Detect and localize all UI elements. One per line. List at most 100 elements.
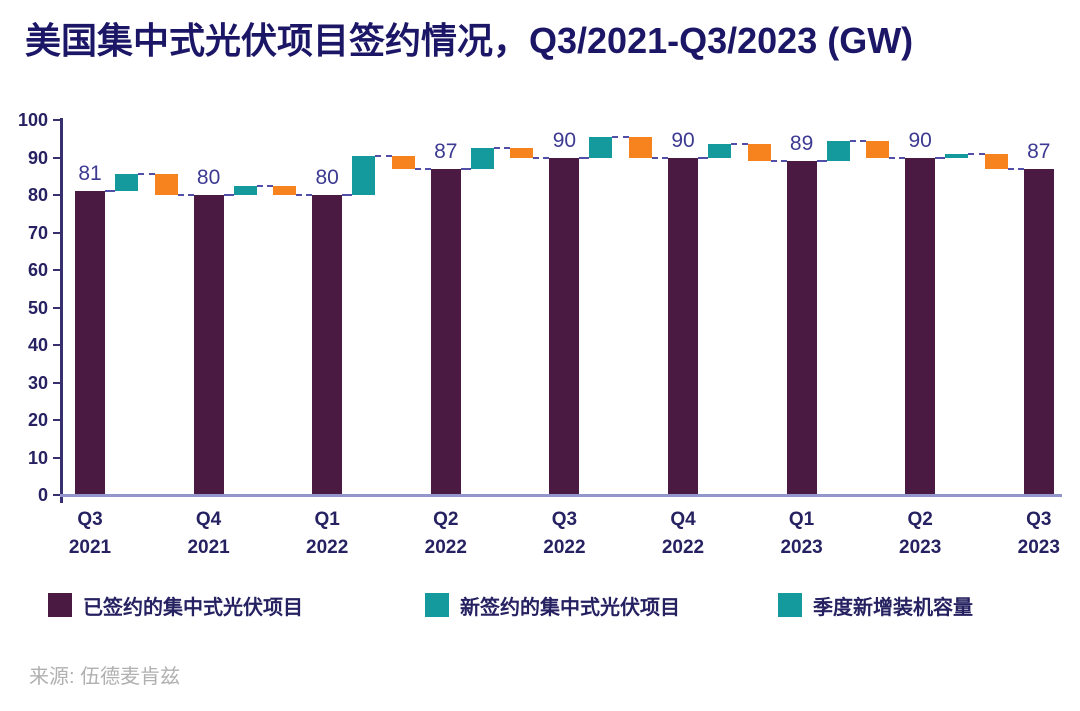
y-axis-tick [53, 231, 62, 234]
installed-capacity-bar [628, 136, 652, 158]
connector-dash [342, 194, 353, 196]
installed-capacity-bar [391, 155, 415, 169]
x-axis-label: Q2 2022 [424, 509, 467, 558]
x-axis-label: Q4 2022 [661, 509, 705, 558]
legend-swatch-installed-capacity [778, 593, 802, 617]
y-axis-tick [53, 381, 62, 384]
y-axis-tick [53, 306, 62, 309]
legend-item-installed-capacity: 季度新增装机容量 [778, 592, 973, 619]
connector-dash [138, 173, 155, 176]
bar-value-label: 87 [1027, 139, 1051, 163]
y-axis-tick [53, 119, 62, 121]
legend-label-backlog: 已签约的集中式光伏项目 [83, 596, 303, 619]
installed-capacity-bar [510, 148, 534, 158]
y-axis-label: 40 [27, 335, 48, 355]
y-axis-label: 70 [27, 222, 48, 243]
source-text: 来源: 伍德麦肯兹 [29, 666, 181, 688]
backlog-bar [905, 157, 936, 495]
legend-label-new-contracts: 新签约的集中式光伏项目 [460, 596, 680, 619]
legend: 已签约的集中式光伏项目 新签约的集中式光伏项目 季度新增装机容量 [0, 592, 1080, 620]
x-axis-label: Q2 2023 [899, 509, 942, 558]
backlog-bar [1023, 168, 1054, 495]
y-axis-label: 20 [27, 410, 48, 430]
installed-capacity-bar [273, 185, 297, 195]
backlog-bar [193, 195, 224, 495]
new-contracts-bar [115, 174, 138, 192]
y-axis-label: 10 [27, 447, 48, 468]
legend-label-installed-capacity: 季度新增装机容量 [813, 596, 973, 619]
y-axis-label: 50 [27, 297, 48, 318]
y-axis-tick [53, 269, 62, 271]
x-axis-label: Q4 2021 [187, 509, 230, 558]
legend-item-backlog: 已签约的集中式光伏项目 [48, 592, 303, 619]
bar-value-label: 89 [789, 132, 814, 156]
connector-dash [731, 143, 748, 146]
connector-dash [968, 152, 985, 155]
connector-dash [460, 167, 471, 170]
connector-dash [177, 194, 194, 196]
y-axis-label: 60 [27, 260, 48, 280]
connector-dash [414, 167, 431, 170]
y-axis-tick [53, 456, 62, 459]
y-axis-label: 90 [27, 147, 48, 168]
installed-capacity-bar [154, 174, 178, 195]
backlog-bar [668, 157, 698, 495]
y-axis-tick [53, 194, 62, 196]
bar-value-label: 90 [552, 128, 577, 152]
connector-dash [493, 147, 511, 150]
connector-dash [223, 194, 234, 196]
backlog-bar [549, 157, 580, 495]
installed-capacity-bar [747, 144, 771, 162]
backlog-bar [312, 195, 343, 495]
backlog-bar [75, 191, 105, 495]
legend-item-new-contracts: 新签约的集中式光伏项目 [425, 592, 680, 619]
connector-dash [698, 156, 708, 159]
connector-dash [1007, 167, 1024, 170]
connector-dash [375, 154, 392, 157]
y-axis-line [60, 118, 63, 503]
new-contracts-bar [589, 136, 613, 158]
bar-value-label: 81 [78, 162, 102, 186]
y-axis-label: 0 [37, 485, 48, 505]
new-contracts-bar [470, 148, 494, 169]
y-axis-label: 100 [17, 110, 48, 130]
connector-dash [889, 156, 906, 159]
backlog-bar [430, 168, 461, 495]
connector-dash [816, 160, 827, 163]
bar-value-label: 80 [196, 166, 221, 189]
connector-dash [612, 135, 629, 138]
new-contracts-bar [945, 153, 969, 158]
connector-dash [579, 156, 590, 159]
x-axis-label: Q1 2023 [780, 509, 823, 558]
bar-value-label: 90 [671, 128, 695, 152]
new-contracts-bar [826, 140, 850, 162]
bar-value-label: 80 [315, 166, 339, 189]
new-contracts-bar [352, 155, 376, 195]
connector-dash [935, 156, 946, 159]
connector-dash [296, 194, 313, 196]
bar-value-label: 87 [434, 139, 458, 163]
new-contracts-bar [233, 185, 257, 195]
x-axis-line [60, 494, 1062, 497]
connector-dash [651, 156, 668, 159]
bar-value-label: 90 [908, 128, 932, 152]
connector-dash [770, 160, 787, 163]
connector-dash [849, 139, 867, 142]
connector-dash [533, 156, 550, 159]
legend-swatch-backlog [48, 593, 72, 617]
x-axis-label: Q3 2023 [1017, 509, 1060, 558]
connector-dash [256, 184, 274, 187]
legend-swatch-new-contracts [425, 593, 449, 617]
y-axis-tick [53, 344, 62, 346]
x-axis-label: Q1 2022 [306, 509, 349, 558]
x-axis-label: Q3 2021 [68, 509, 112, 558]
y-axis-tick [53, 156, 62, 159]
x-axis-label: Q3 2022 [543, 509, 586, 558]
backlog-bar [786, 161, 817, 495]
y-axis-tick [53, 419, 62, 421]
new-contracts-bar [708, 144, 731, 158]
y-axis-label: 30 [27, 372, 48, 393]
y-axis-label: 80 [27, 185, 48, 205]
